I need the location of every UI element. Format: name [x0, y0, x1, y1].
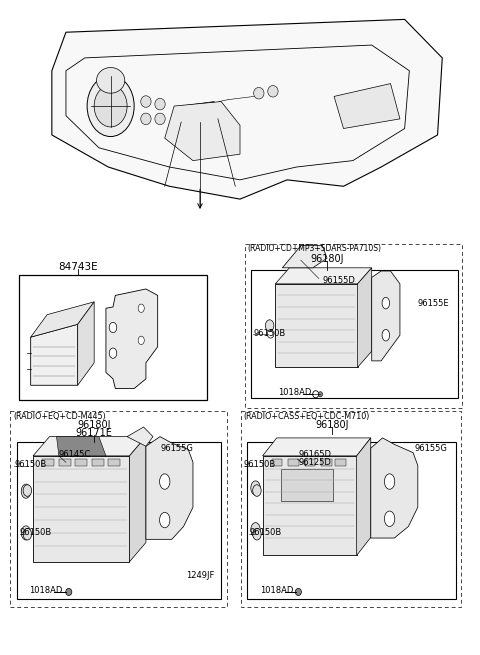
- Ellipse shape: [159, 512, 170, 528]
- Ellipse shape: [141, 96, 151, 107]
- Polygon shape: [130, 437, 146, 562]
- Text: 96145C: 96145C: [59, 450, 91, 459]
- Ellipse shape: [251, 481, 260, 495]
- Ellipse shape: [159, 474, 170, 489]
- Polygon shape: [181, 102, 218, 122]
- Polygon shape: [31, 302, 94, 337]
- Bar: [305, 459, 315, 466]
- Bar: [322, 459, 332, 466]
- Ellipse shape: [141, 113, 151, 124]
- Text: 96155E: 96155E: [418, 299, 449, 308]
- Polygon shape: [282, 246, 327, 268]
- Bar: [42, 459, 54, 466]
- Text: 96180J: 96180J: [310, 254, 344, 264]
- Bar: [11, 411, 227, 607]
- Bar: [33, 456, 130, 562]
- Polygon shape: [31, 324, 78, 385]
- Ellipse shape: [23, 529, 32, 540]
- Ellipse shape: [138, 304, 144, 312]
- Ellipse shape: [265, 320, 274, 331]
- Bar: [263, 456, 357, 555]
- Text: 1018AD: 1018AD: [29, 586, 62, 595]
- Bar: [75, 459, 87, 466]
- Polygon shape: [57, 437, 106, 456]
- Text: (RADIO+EQ+CD-M445): (RADIO+EQ+CD-M445): [13, 411, 106, 421]
- Text: (RADIO+CASS+EQ+CDC-M710): (RADIO+CASS+EQ+CDC-M710): [244, 411, 370, 421]
- Polygon shape: [33, 437, 146, 456]
- Text: 1018AD: 1018AD: [260, 586, 294, 595]
- Ellipse shape: [253, 87, 264, 99]
- Text: 96150B: 96150B: [14, 460, 47, 470]
- Ellipse shape: [96, 67, 125, 93]
- Ellipse shape: [109, 322, 117, 333]
- Polygon shape: [127, 427, 153, 446]
- Polygon shape: [357, 438, 371, 555]
- Polygon shape: [165, 102, 240, 160]
- Bar: [108, 459, 120, 466]
- Bar: [288, 459, 299, 466]
- Ellipse shape: [252, 485, 261, 496]
- Bar: [272, 459, 282, 466]
- Ellipse shape: [382, 329, 390, 341]
- Bar: [92, 459, 104, 466]
- Polygon shape: [146, 437, 193, 539]
- Text: 96180J: 96180J: [77, 420, 111, 430]
- Ellipse shape: [87, 75, 134, 136]
- Bar: [59, 459, 71, 466]
- Text: 84743E: 84743E: [58, 262, 97, 272]
- Ellipse shape: [251, 523, 260, 536]
- Ellipse shape: [268, 86, 278, 97]
- Ellipse shape: [384, 474, 395, 489]
- Text: 96150B: 96150B: [20, 529, 52, 537]
- Text: 96150B: 96150B: [253, 329, 286, 339]
- Text: 96180J: 96180J: [315, 420, 348, 430]
- Ellipse shape: [382, 297, 390, 309]
- Text: 96155G: 96155G: [160, 443, 193, 453]
- Bar: [336, 459, 346, 466]
- Polygon shape: [334, 84, 400, 128]
- Ellipse shape: [138, 336, 144, 345]
- Text: 1018AD: 1018AD: [278, 388, 312, 398]
- Polygon shape: [358, 268, 372, 367]
- Text: 96171E: 96171E: [76, 428, 113, 438]
- Polygon shape: [371, 438, 418, 538]
- Bar: [275, 284, 358, 367]
- Bar: [16, 441, 221, 599]
- Bar: [281, 469, 333, 501]
- Polygon shape: [263, 438, 371, 456]
- Polygon shape: [372, 271, 400, 361]
- Ellipse shape: [109, 348, 117, 358]
- Ellipse shape: [384, 511, 395, 527]
- Bar: [245, 244, 462, 407]
- Bar: [251, 270, 458, 398]
- Text: 96155D: 96155D: [323, 276, 355, 285]
- Ellipse shape: [66, 588, 72, 595]
- Text: 96155G: 96155G: [414, 443, 447, 453]
- Text: 96165D: 96165D: [299, 450, 332, 459]
- Polygon shape: [52, 20, 442, 199]
- Text: 1249JF: 1249JF: [186, 571, 214, 580]
- Polygon shape: [106, 289, 157, 388]
- Text: 96125D: 96125D: [299, 458, 332, 467]
- Polygon shape: [275, 268, 372, 284]
- Bar: [241, 411, 461, 607]
- Text: 96150B: 96150B: [250, 529, 282, 537]
- Text: 96150B: 96150B: [244, 460, 276, 470]
- Ellipse shape: [94, 85, 127, 127]
- Ellipse shape: [21, 526, 31, 540]
- Bar: [247, 441, 456, 599]
- Ellipse shape: [155, 113, 165, 124]
- Ellipse shape: [252, 529, 261, 540]
- Polygon shape: [78, 302, 94, 385]
- Ellipse shape: [21, 484, 31, 498]
- Ellipse shape: [295, 588, 301, 595]
- Bar: [19, 275, 207, 400]
- Ellipse shape: [155, 98, 165, 110]
- Ellipse shape: [318, 392, 323, 397]
- Ellipse shape: [23, 485, 32, 496]
- Text: (RADIO+CD+MP3+SDARS-PA710S): (RADIO+CD+MP3+SDARS-PA710S): [247, 244, 381, 253]
